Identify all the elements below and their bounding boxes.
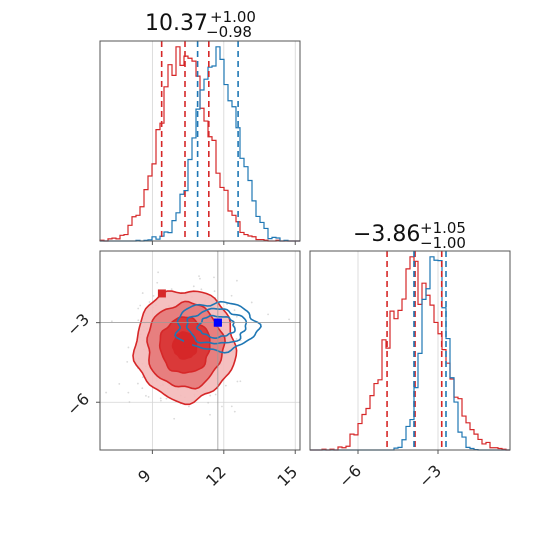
joint-sample-point <box>267 313 269 316</box>
joint-sample-point <box>105 391 108 394</box>
joint-sample-point <box>141 292 144 294</box>
right-frame <box>309 250 511 451</box>
joint-sample-point <box>170 288 173 290</box>
joint-plot-area <box>100 251 300 450</box>
joint-sample-point <box>199 277 201 280</box>
joint-sample-point <box>230 405 233 408</box>
title-right: −3.86 +1.05 −1.00 <box>353 219 466 252</box>
joint-sample-point <box>288 318 290 321</box>
joint-y-tick-label-1: −6 <box>63 389 93 419</box>
joint-sample-point <box>233 410 236 413</box>
joint-sample-point <box>239 380 242 383</box>
marginal-y-panel: −6 −3 <box>309 250 511 491</box>
joint-sample-point <box>221 405 223 408</box>
title-right-plus: +1.05 <box>420 219 466 237</box>
joint-panel: 9 12 15 −3 −6 <box>63 250 301 490</box>
joint-sample-point <box>110 320 113 323</box>
joint-x-tick-label-2: 15 <box>273 462 301 490</box>
right-histogram-0 <box>310 256 510 451</box>
joint-sample-point <box>159 397 162 400</box>
joint-sample-point <box>214 393 217 396</box>
title-top-plus: +1.00 <box>210 8 256 26</box>
joint-sample-point <box>141 387 144 390</box>
joint-sample-point <box>213 290 216 293</box>
joint-sample-point <box>152 295 155 297</box>
joint-sample-point <box>156 281 159 284</box>
joint-sample-point <box>137 307 140 310</box>
right-tick-label-1: −3 <box>415 461 445 491</box>
joint-sample-point <box>148 301 151 303</box>
joint-sample-point <box>230 294 233 297</box>
joint-x-tick-label-0: 9 <box>134 466 155 487</box>
joint-sample-point <box>157 271 160 274</box>
joint-x-tick-label-1: 12 <box>202 462 230 490</box>
joint-blue-contour-0 <box>174 300 262 354</box>
joint-sample-point <box>235 338 238 340</box>
joint-sample-point <box>236 380 239 383</box>
title-top-minus: −0.98 <box>206 23 252 41</box>
joint-sample-point <box>173 417 176 420</box>
joint-sample-point <box>192 285 195 288</box>
joint-sample-point <box>127 391 130 394</box>
joint-sample-point <box>165 397 168 400</box>
joint-sample-point <box>118 383 121 385</box>
joint-y-tick-label-0: −3 <box>63 310 93 340</box>
joint-marker-1 <box>184 339 193 348</box>
top-histogram-1 <box>100 46 300 242</box>
right-histogram-1 <box>310 256 510 451</box>
top-histogram-0 <box>99 46 300 242</box>
joint-sample-point <box>126 360 129 363</box>
joint-sample-point <box>145 394 147 397</box>
joint-sample-point <box>209 394 212 397</box>
title-top: 10.37 +1.00 −0.98 <box>145 8 256 41</box>
right-tick-label-0: −6 <box>335 461 365 491</box>
joint-sample-point <box>141 376 144 379</box>
joint-sample-point <box>127 346 130 349</box>
joint-sample-point <box>198 275 200 278</box>
joint-sample-point <box>235 315 238 318</box>
title-top-value: 10.37 <box>145 11 208 36</box>
joint-sample-point <box>207 401 210 404</box>
joint-sample-point <box>137 319 140 322</box>
joint-marker-0 <box>157 289 166 298</box>
joint-blue-contour-2 <box>196 314 236 340</box>
joint-sample-point <box>147 396 150 398</box>
joint-sample-point <box>200 288 203 291</box>
joint-sample-point <box>160 399 162 402</box>
joint-sample-point <box>128 401 131 403</box>
joint-sample-point <box>188 405 190 408</box>
top-frame <box>99 40 301 242</box>
joint-sample-point <box>209 413 211 416</box>
joint-sample-point <box>233 309 236 312</box>
joint-sample-point <box>224 384 227 387</box>
joint-sample-point <box>139 304 142 307</box>
joint-marker-3 <box>213 318 222 327</box>
joint-sample-point <box>136 382 139 385</box>
joint-sample-point <box>236 279 238 282</box>
joint-blue-contour-1 <box>185 307 248 345</box>
marginal-x-panel <box>99 40 301 245</box>
title-right-minus: −1.00 <box>420 234 466 252</box>
joint-sample-point <box>250 301 253 304</box>
joint-sample-point <box>213 276 215 279</box>
joint-frame <box>99 250 301 451</box>
title-right-value: −3.86 <box>353 222 420 247</box>
